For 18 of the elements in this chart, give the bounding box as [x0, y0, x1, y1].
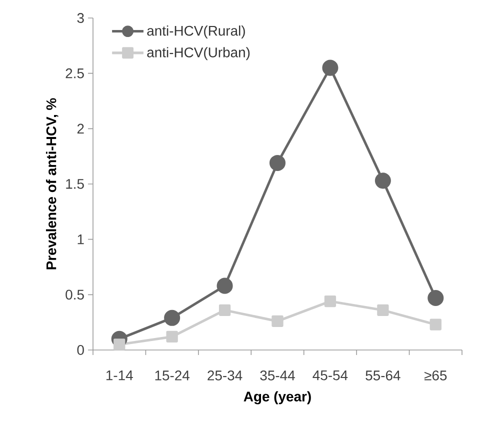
x-tick-label: 25-34: [208, 370, 242, 380]
y-axis-title: Prevalence of anti-HCV, %: [46, 98, 58, 270]
x-tick-label: 15-24: [155, 370, 190, 380]
y-tick-label: 1: [78, 234, 84, 244]
x-tick-label: 55-64: [366, 370, 400, 380]
y-tick-label: 0: [77, 345, 84, 355]
legend-label: anti-HCV(Rural): [147, 26, 245, 38]
y-tick-label: 1.5: [66, 179, 84, 189]
x-axis-title: Age (year): [244, 391, 311, 404]
x-tick-label: 1-14: [106, 370, 133, 380]
x-tick-label: 45-54: [312, 370, 348, 380]
y-tick-label: 0.5: [66, 290, 84, 300]
y-tick-label: 2.5: [66, 68, 84, 78]
y-tick-label: 2: [77, 124, 84, 134]
x-tick-label: 35-44: [260, 370, 295, 380]
y-tick-label: 3: [77, 13, 84, 23]
legend-label: anti-HCV(Urban): [147, 47, 250, 60]
x-tick-label: ≥65: [424, 370, 447, 380]
